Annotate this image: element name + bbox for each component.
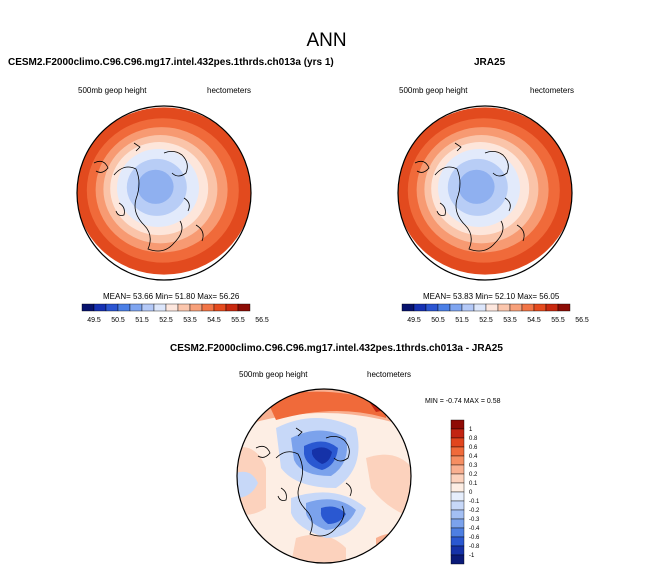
right-panel-title: JRA25 — [474, 57, 506, 68]
colorbar-label: 56.5 — [575, 317, 589, 324]
colorbar-swatch — [450, 437, 465, 448]
colorbar-label: 49.5 — [407, 317, 421, 324]
colorbar-swatch — [450, 455, 465, 466]
colorbar-swatch — [177, 303, 191, 312]
right-polar-map — [397, 105, 573, 281]
diff-panel-title: CESM2.F2000climo.C96.C96.mg17.intel.432p… — [170, 343, 503, 354]
diff-polar-map — [236, 388, 412, 564]
colorbar-label: 50.5 — [431, 317, 445, 324]
colorbar-swatch — [401, 303, 415, 312]
colorbar-swatch — [437, 303, 451, 312]
colorbar-label: -0.1 — [469, 499, 480, 505]
colorbar-swatch — [105, 303, 119, 312]
colorbar-label: 54.5 — [207, 317, 221, 324]
colorbar-swatch — [81, 303, 95, 312]
colorbar-swatch — [450, 554, 465, 565]
left-units-label: hectometers — [207, 86, 252, 95]
colorbar-swatch — [450, 491, 465, 502]
right-stats: MEAN= 53.83 Min= 52.10 Max= 56.05 — [423, 292, 560, 301]
colorbar-swatch — [557, 303, 571, 312]
colorbar-swatch — [497, 303, 511, 312]
right-units-label: hectometers — [530, 86, 575, 95]
colorbar-label: 53.5 — [503, 317, 517, 324]
colorbar-label: 51.5 — [135, 317, 149, 324]
colorbar-label: 51.5 — [455, 317, 469, 324]
colorbar-swatch — [545, 303, 559, 312]
colorbar-swatch — [117, 303, 131, 312]
colorbar-swatch — [450, 545, 465, 556]
colorbar-swatch — [141, 303, 155, 312]
colorbar-swatch — [485, 303, 499, 312]
colorbar-label: 52.5 — [159, 317, 173, 324]
left-stats: MEAN= 53.66 Min= 51.80 Max= 56.26 — [103, 292, 240, 301]
colorbar-swatch — [237, 303, 251, 312]
colorbar-swatch — [450, 482, 465, 493]
colorbar-swatch — [450, 473, 465, 484]
main-title: ANN — [306, 30, 347, 51]
left-colorbar: 49.5 50.5 51.5 52.5 53.5 54.5 55.5 56.5 — [81, 303, 269, 324]
colorbar-label: -0.6 — [469, 535, 480, 541]
colorbar-label: 0.1 — [469, 481, 478, 487]
colorbar-label: 55.5 — [551, 317, 565, 324]
colorbar-swatch — [225, 303, 239, 312]
colorbar-label: 0.8 — [469, 436, 478, 442]
colorbar-swatch — [450, 518, 465, 529]
colorbar-swatch — [461, 303, 475, 312]
diff-colorbar: 1 0.8 0.6 0.4 0.3 0.2 0.1 0 -0.1 -0.2 -0.3 -0.4 -0.6… — [450, 419, 480, 565]
diff-variable-label: 500mb geop height — [239, 370, 308, 379]
colorbar-label: 0.3 — [469, 463, 478, 469]
left-panel-title: CESM2.F2000climo.C96.C96.mg17.intel.432p… — [8, 57, 334, 68]
right-variable-label: 500mb geop height — [399, 86, 468, 95]
colorbar-label: -1 — [469, 553, 475, 559]
diff-units-label: hectometers — [367, 370, 412, 379]
colorbar-label: 1 — [469, 427, 473, 433]
colorbar-swatch — [450, 428, 465, 439]
colorbar-label: 54.5 — [527, 317, 541, 324]
diff-stats: MIN = -0.74 MAX = 0.58 — [425, 398, 501, 405]
colorbar-label: -0.4 — [469, 526, 480, 532]
colorbar-swatch — [473, 303, 487, 312]
left-polar-map — [76, 105, 252, 281]
colorbar-label: 50.5 — [111, 317, 125, 324]
colorbar-swatch — [413, 303, 427, 312]
colorbar-swatch — [153, 303, 167, 312]
colorbar-label: 56.5 — [255, 317, 269, 324]
colorbar-swatch — [93, 303, 107, 312]
colorbar-label: 0 — [469, 490, 473, 496]
colorbar-label: 0.6 — [469, 445, 478, 451]
colorbar-swatch — [165, 303, 179, 312]
colorbar-label: 53.5 — [183, 317, 197, 324]
colorbar-swatch — [213, 303, 227, 312]
colorbar-label: -0.8 — [469, 544, 480, 550]
colorbar-swatch — [450, 536, 465, 547]
colorbar-label: 0.4 — [469, 454, 478, 460]
colorbar-label: 49.5 — [87, 317, 101, 324]
colorbar-swatch — [425, 303, 439, 312]
colorbar-swatch — [533, 303, 547, 312]
colorbar-swatch — [129, 303, 143, 312]
colorbar-swatch — [449, 303, 463, 312]
colorbar-label: -0.3 — [469, 517, 480, 523]
left-variable-label: 500mb geop height — [78, 86, 147, 95]
colorbar-swatch — [450, 500, 465, 511]
colorbar-swatch — [450, 419, 465, 430]
colorbar-swatch — [189, 303, 203, 312]
colorbar-swatch — [201, 303, 215, 312]
colorbar-label: 0.2 — [469, 472, 478, 478]
colorbar-swatch — [450, 446, 465, 457]
colorbar-label: 55.5 — [231, 317, 245, 324]
right-colorbar: 49.5 50.5 51.5 52.5 53.5 54.5 55.5 56.5 — [401, 303, 589, 324]
colorbar-swatch — [509, 303, 523, 312]
colorbar-label: 52.5 — [479, 317, 493, 324]
colorbar-swatch — [450, 509, 465, 520]
colorbar-swatch — [521, 303, 535, 312]
colorbar-swatch — [450, 464, 465, 475]
colorbar-label: -0.2 — [469, 508, 480, 514]
colorbar-swatch — [450, 527, 465, 538]
